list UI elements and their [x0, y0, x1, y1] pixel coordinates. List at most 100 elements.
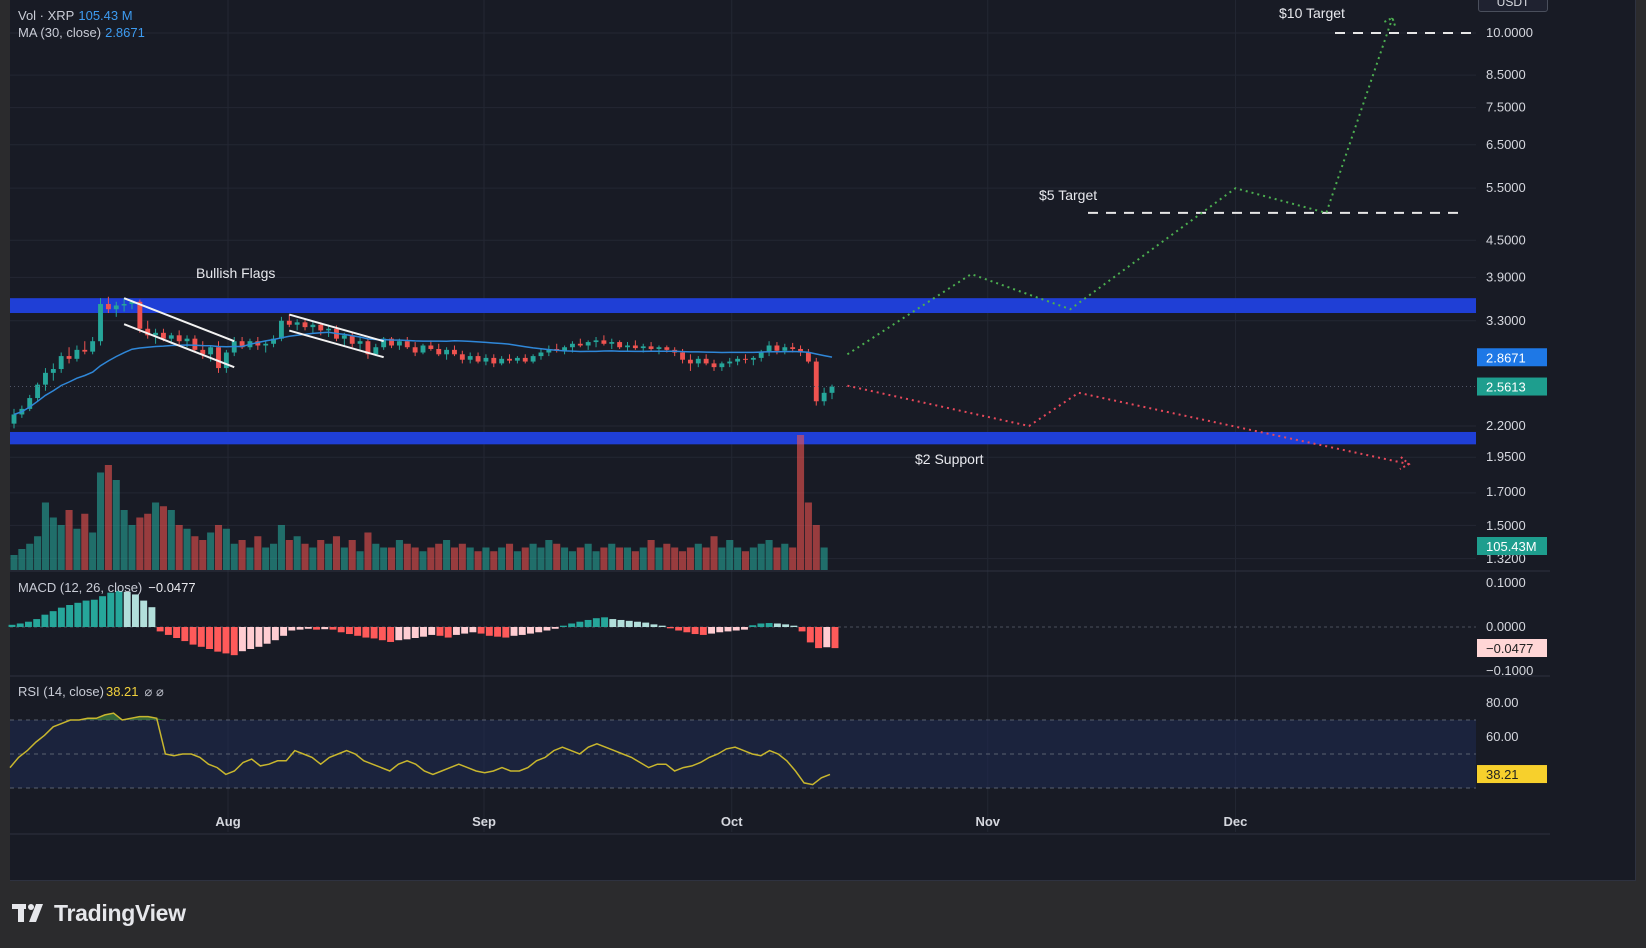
candle-body: [200, 349, 206, 355]
macd-bar: [716, 627, 724, 633]
volume-bar: [238, 540, 246, 570]
candle-body: [271, 338, 276, 344]
candle-body: [522, 357, 528, 362]
macd-bar: [568, 623, 576, 627]
macd-bar: [691, 627, 699, 635]
volume-bar: [592, 551, 600, 570]
candle-body: [530, 356, 536, 362]
macd-bar: [214, 627, 222, 652]
volume-bar: [584, 543, 592, 570]
volume-bar: [741, 551, 750, 570]
candle-body: [632, 345, 638, 349]
candle-body: [168, 335, 174, 339]
macd-bar: [601, 617, 609, 627]
candle-body: [648, 346, 654, 349]
price-tick-label: 3.3000: [1486, 313, 1526, 328]
candle-body: [507, 358, 512, 361]
rsi-legend[interactable]: RSI (14, close) 38.21 ⌀ ⌀: [18, 684, 164, 700]
macd-bar: [82, 600, 90, 627]
volume-bar: [513, 551, 521, 570]
rsi-value-tag-bg: [1477, 765, 1547, 784]
macd-bar: [123, 591, 131, 627]
candle-body: [216, 347, 221, 369]
time-tick-label: Aug: [215, 814, 240, 829]
volume-bars: [10, 435, 828, 570]
volume-bar: [521, 547, 529, 570]
rsi-line: [9, 712, 831, 786]
volume-bar: [317, 540, 325, 570]
macd-bar: [535, 627, 543, 633]
candle-body: [758, 352, 764, 358]
macd-bar: [255, 627, 263, 647]
volume-bar: [655, 547, 663, 570]
volume-bar: [537, 547, 545, 570]
volume-bar: [482, 547, 490, 570]
chart-canvas[interactable]: Bullish Flags $5 Target $10 Target $2 Suppo…: [0, 0, 1646, 880]
macd-bar: [551, 627, 559, 629]
macd-bar: [57, 607, 65, 627]
macd-bar: [683, 627, 691, 633]
candle-body: [577, 343, 583, 346]
macd-bar: [263, 627, 271, 644]
rsi-overbought-fill: [79, 713, 166, 720]
volume-bar: [686, 547, 694, 570]
projections: [846, 16, 1411, 470]
volume-bar: [600, 547, 608, 570]
volume-bar: [159, 506, 167, 570]
macd-bar: [206, 627, 213, 649]
macd-bar: [230, 627, 238, 656]
candle-body: [805, 352, 811, 362]
volume-bar: [616, 547, 624, 570]
macd-bar: [33, 619, 41, 627]
candle-body: [774, 345, 780, 351]
last-price-tag: 2.5613: [1486, 380, 1526, 395]
volume-bar: [332, 536, 341, 570]
candle-body: [35, 384, 41, 399]
volume-bar: [435, 543, 443, 570]
bull-flag-1-lower: [123, 323, 235, 369]
candle-body: [625, 345, 630, 348]
last-price-tag-bg: [1477, 377, 1547, 396]
volume-bar: [214, 525, 223, 570]
volume-bar: [41, 502, 50, 570]
candle-body: [570, 343, 575, 348]
annotation-target-10: $10 Target: [1279, 5, 1345, 21]
volume-bar: [623, 547, 632, 570]
volume-bar: [710, 536, 718, 570]
rsi-pane: [9, 712, 1476, 789]
bull-flag-1-upper: [123, 297, 235, 343]
volume-bar: [191, 536, 199, 570]
candle-body: [349, 335, 355, 344]
volume-bar: [254, 536, 262, 570]
volume-bar: [112, 480, 120, 570]
candle-body: [436, 348, 442, 355]
volume-bar: [804, 502, 812, 570]
bullish-projection: [846, 17, 1394, 356]
volume-bar: [89, 532, 97, 570]
volume-bar: [490, 551, 498, 570]
ma-legend[interactable]: MA (30, close) 2.8671: [18, 25, 145, 40]
volume-legend[interactable]: Vol · XRP 105.43 M: [18, 8, 133, 23]
volume-bar: [262, 547, 270, 570]
candle-body: [514, 357, 520, 361]
macd-bar: [444, 627, 452, 638]
rsi-icons[interactable]: ⌀ ⌀: [144, 684, 164, 699]
candle-body: [294, 322, 300, 325]
macd-bar: [650, 624, 658, 627]
candle-body: [58, 356, 64, 370]
price-axis[interactable]: 10.0000 8.5000 7.5000 6.5000 5.5000 4.5000 3.9…: [1477, 25, 1547, 784]
tradingview-logo[interactable]: TradingView: [12, 898, 186, 928]
volume-bar: [340, 547, 348, 570]
macd-bar: [773, 623, 781, 627]
time-axis[interactable]: Aug Sep Oct Nov Dec: [215, 814, 1247, 829]
currency-tag[interactable]: USDT: [1478, 0, 1548, 12]
support-zone: [10, 431, 1476, 445]
macd-legend[interactable]: MACD (12, 26, close) −0.0477: [18, 580, 196, 595]
price-tick-label: 5.5000: [1486, 180, 1526, 195]
candle-body: [703, 358, 709, 364]
macd-bar: [576, 621, 584, 627]
volume-bar: [175, 525, 183, 570]
candle-body: [396, 341, 402, 346]
candle-body: [357, 341, 363, 344]
volume-bar: [136, 517, 144, 570]
